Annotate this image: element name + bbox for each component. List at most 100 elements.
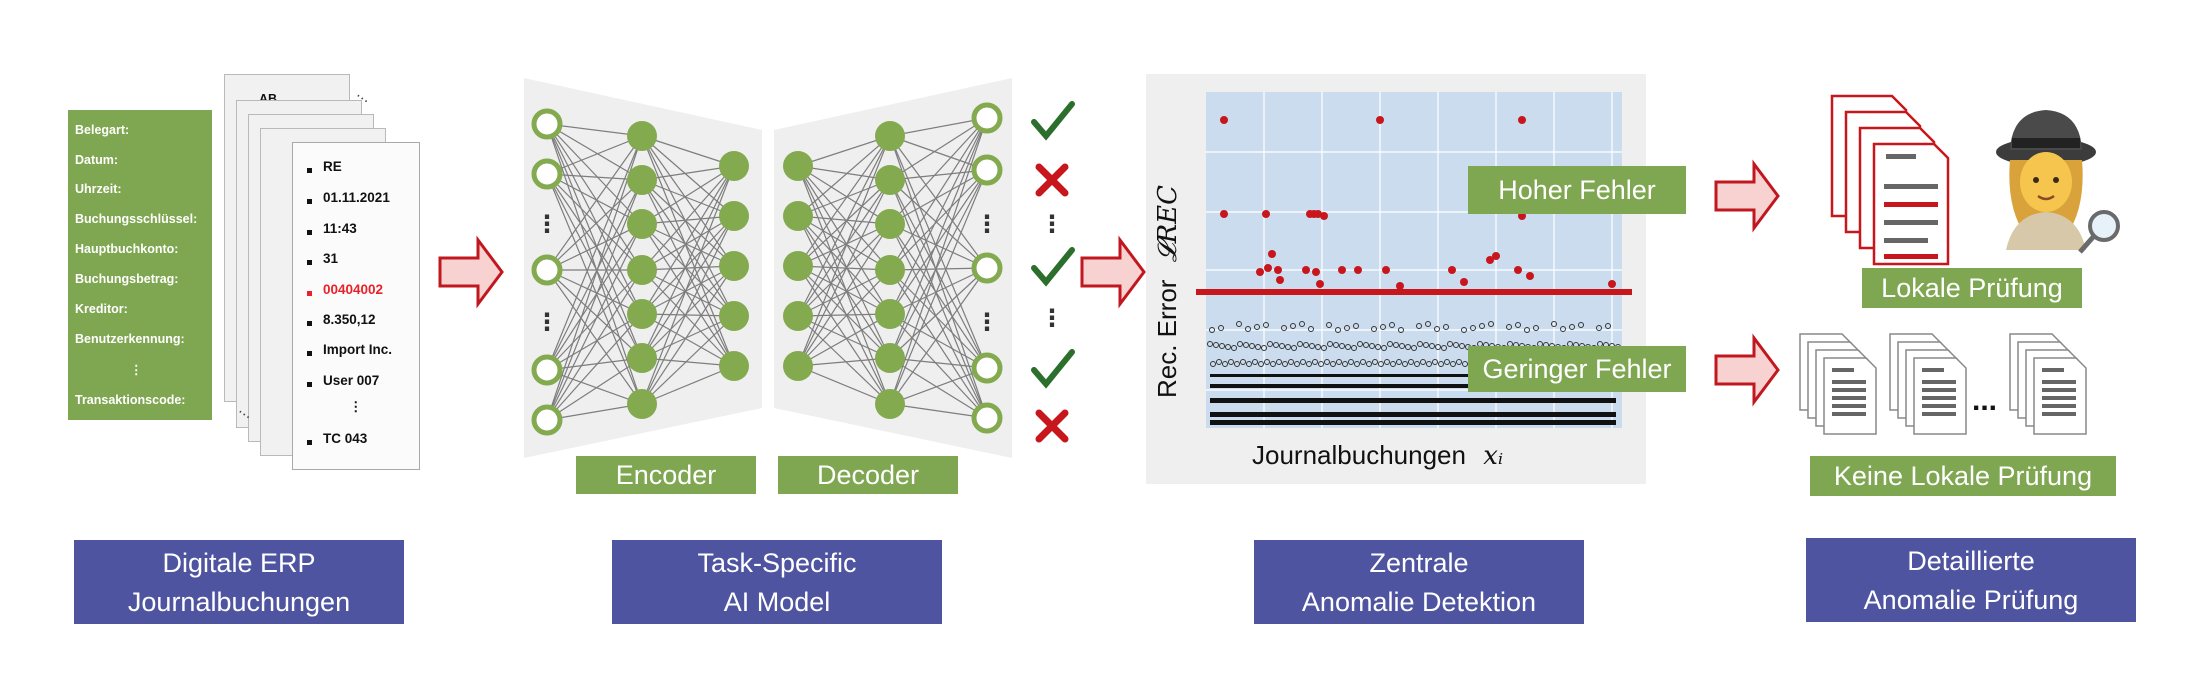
doc-value-buchungsbetrag: 8.350,12 <box>323 312 376 327</box>
low-error-point <box>1290 323 1296 329</box>
low-error-point <box>1416 323 1422 329</box>
low-error-point <box>1353 323 1359 329</box>
nn-edge <box>889 269 988 419</box>
nn-edge <box>641 315 735 359</box>
low-error-point <box>1450 361 1456 367</box>
low-error-point <box>1402 361 1408 367</box>
high-error-point <box>1274 266 1282 274</box>
nn-edge <box>546 357 643 421</box>
stage-title-detection-line2: Anomalie Detektion <box>1301 587 1537 617</box>
low-error-point <box>1479 323 1485 329</box>
low-error-point <box>1228 359 1234 365</box>
low-error-point <box>1273 342 1279 348</box>
doc-value-uhrzeit: 11:43 <box>323 221 357 236</box>
nn-edge <box>546 123 643 225</box>
low-error-point <box>1426 361 1432 367</box>
low-error-point <box>1390 361 1396 367</box>
stage-title-review-line1: Detaillierte <box>1907 546 2035 576</box>
low-error-point <box>1300 359 1306 365</box>
low-error-point <box>1335 327 1341 333</box>
nn-edge <box>546 313 643 371</box>
low-error-point <box>1488 321 1494 327</box>
low-error-point <box>1560 326 1566 332</box>
nn-edge <box>641 315 735 405</box>
high-error-point <box>1608 280 1616 288</box>
nn-hidden-node <box>783 301 813 331</box>
stage-title-model: Task-Specific AI Model <box>612 540 942 624</box>
low-error-point <box>1533 325 1539 331</box>
nn-edge <box>641 135 735 167</box>
flow-arrow-high <box>1714 159 1780 233</box>
nn-edge <box>641 313 735 367</box>
doc-bullet <box>307 168 312 173</box>
nn-edge <box>797 215 891 225</box>
nn-edge <box>797 265 891 271</box>
low-error-point <box>1270 361 1276 367</box>
low-error-point <box>1462 361 1468 367</box>
nn-edge <box>641 269 735 317</box>
nn-edge <box>797 135 891 367</box>
low-error-point <box>1380 324 1386 330</box>
nn-edge <box>797 165 891 181</box>
high-error-point <box>1492 252 1500 260</box>
low-error-point <box>1366 361 1372 367</box>
vdots-icon: ⋮ <box>1040 304 1064 332</box>
low-error-point <box>1236 321 1242 327</box>
nn-edge <box>797 215 891 315</box>
low-error-point <box>1371 326 1377 332</box>
low-error-point <box>1429 343 1435 349</box>
low-error-point <box>1357 341 1363 347</box>
field-transaktionscode: Transaktionscode: <box>75 393 186 407</box>
low-error-point <box>1444 359 1450 365</box>
nn-edge <box>797 223 891 367</box>
doc-value-vdots: ⋮ <box>349 399 363 414</box>
nn-edge <box>641 165 735 405</box>
nn-edge <box>546 173 643 405</box>
low-error-point <box>1372 359 1378 365</box>
nn-edge <box>797 265 891 405</box>
low-error-point <box>1453 342 1459 348</box>
nn-edge <box>889 267 988 359</box>
nn-io-node <box>531 254 563 286</box>
low-error-point <box>1263 322 1269 328</box>
nn-edge <box>797 179 891 267</box>
nn-edge <box>546 123 643 405</box>
nn-edge <box>889 313 988 369</box>
nn-hidden-node <box>719 351 749 381</box>
y-axis-symbol: 𝓛REC <box>1153 184 1183 263</box>
local-check-label: Lokale Prüfung <box>1862 268 2082 308</box>
nn-edge <box>546 123 643 315</box>
nn-hidden-node <box>627 209 657 239</box>
nn-edge <box>546 223 643 371</box>
cross-icon <box>1035 409 1069 443</box>
high-error-point <box>1220 116 1228 124</box>
nn-edge <box>641 215 735 405</box>
nn-edge <box>546 173 643 315</box>
nn-edge <box>889 357 988 419</box>
doc-bullet-highlight <box>307 291 312 296</box>
low-error-point <box>1434 326 1440 332</box>
high-error-point <box>1276 276 1284 284</box>
nn-edge <box>641 215 735 225</box>
low-error-point <box>1435 344 1441 350</box>
low-error-point <box>1344 325 1350 331</box>
nn-io-node <box>971 402 1003 434</box>
nn-edge <box>797 269 891 367</box>
low-error-point <box>1308 326 1314 332</box>
nn-edge <box>889 117 988 271</box>
detective-icon <box>1996 110 2120 254</box>
nn-edge <box>641 179 735 317</box>
low-error-label: Geringer Fehler <box>1468 346 1686 392</box>
low-error-point <box>1378 361 1384 367</box>
low-error-point <box>1360 359 1366 365</box>
low-error-point <box>1318 361 1324 367</box>
low-error-point <box>1240 359 1246 365</box>
nn-hidden-node <box>783 351 813 381</box>
low-error-point <box>1384 359 1390 365</box>
nn-edge <box>641 135 735 317</box>
nn-edge <box>546 179 643 271</box>
stage-title-erp-line2: Journalbuchungen <box>127 587 351 617</box>
field-datum: Datum: <box>75 153 119 167</box>
nn-edge <box>546 223 643 271</box>
